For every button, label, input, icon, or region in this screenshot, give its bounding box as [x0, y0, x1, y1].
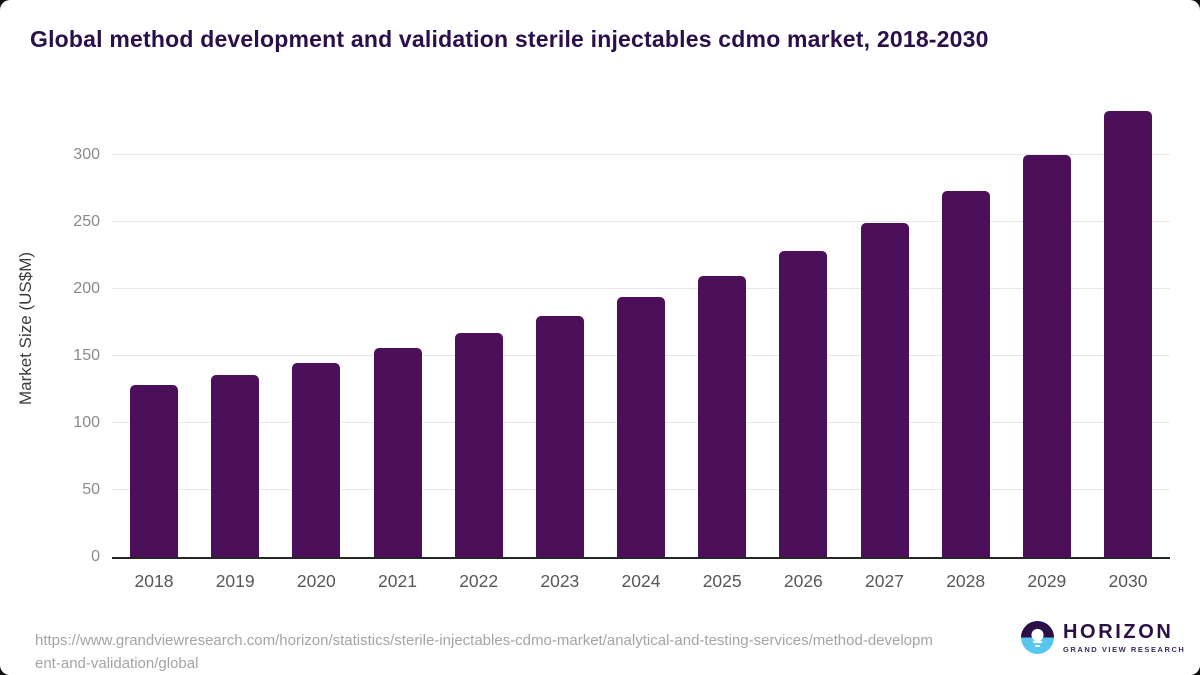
x-tick-label-2019: 2019	[215, 571, 255, 591]
source-url: https://www.grandviewresearch.com/horizo…	[35, 632, 933, 672]
gridline-250	[112, 221, 1170, 222]
y-tick-label-300: 300	[73, 146, 100, 163]
x-tick-label-2021: 2021	[378, 571, 417, 591]
bar-2018	[130, 385, 178, 557]
y-tick-label-50: 50	[82, 481, 100, 498]
chart-title: Global method development and validation…	[30, 26, 989, 52]
y-tick-label-0: 0	[91, 548, 100, 565]
gridline-200	[112, 288, 1170, 289]
gridline-300	[112, 154, 1170, 155]
x-tick-label-2018: 2018	[134, 571, 174, 591]
y-tick-label-150: 150	[73, 347, 100, 364]
x-tick-label-2027: 2027	[865, 571, 904, 591]
bar-chart-plot-area: 0 50 100 150 200 250 300 2018 2019 2020 2021 2022 20…	[73, 100, 1170, 591]
x-tick-label-2025: 2025	[702, 571, 742, 591]
bar-2020	[292, 362, 341, 557]
bar-2021	[373, 347, 422, 557]
logo-sub-brand: GRAND VIEW RESEARCH	[1063, 644, 1186, 654]
y-tick-label-100: 100	[73, 414, 100, 431]
bar-2023	[535, 315, 584, 557]
bar-2027	[860, 223, 909, 557]
bar-2030	[1104, 110, 1152, 557]
bar-2019	[211, 374, 260, 557]
horizon-logo: HORIZON GRAND VIEW RESEARCH	[1021, 621, 1185, 654]
x-tick-label-2026: 2026	[783, 571, 823, 591]
y-tick-label-200: 200	[73, 280, 100, 297]
x-tick-label-2020: 2020	[296, 571, 336, 591]
logo-text: HORIZON GRAND VIEW RESEARCH	[1063, 620, 1186, 654]
logo-brand-name: HORIZON	[1063, 620, 1174, 643]
y-axis-title: Market Size (US$M)	[16, 251, 35, 405]
bar-2028	[941, 191, 990, 557]
horizon-sun-icon	[1021, 621, 1054, 654]
x-tick-label-2023: 2023	[540, 571, 580, 591]
bar-2025	[698, 275, 747, 557]
x-tick-label-2030: 2030	[1108, 571, 1148, 591]
bar-2022	[454, 333, 503, 557]
x-tick-label-2029: 2029	[1027, 571, 1067, 591]
x-tick-label-2022: 2022	[459, 571, 499, 591]
y-tick-label-250: 250	[73, 213, 100, 230]
bar-2029	[1022, 155, 1071, 557]
x-tick-label-2024: 2024	[621, 571, 661, 591]
bar-2026	[779, 251, 828, 557]
bar-2024	[617, 297, 665, 557]
x-tick-label-2028: 2028	[946, 571, 986, 591]
